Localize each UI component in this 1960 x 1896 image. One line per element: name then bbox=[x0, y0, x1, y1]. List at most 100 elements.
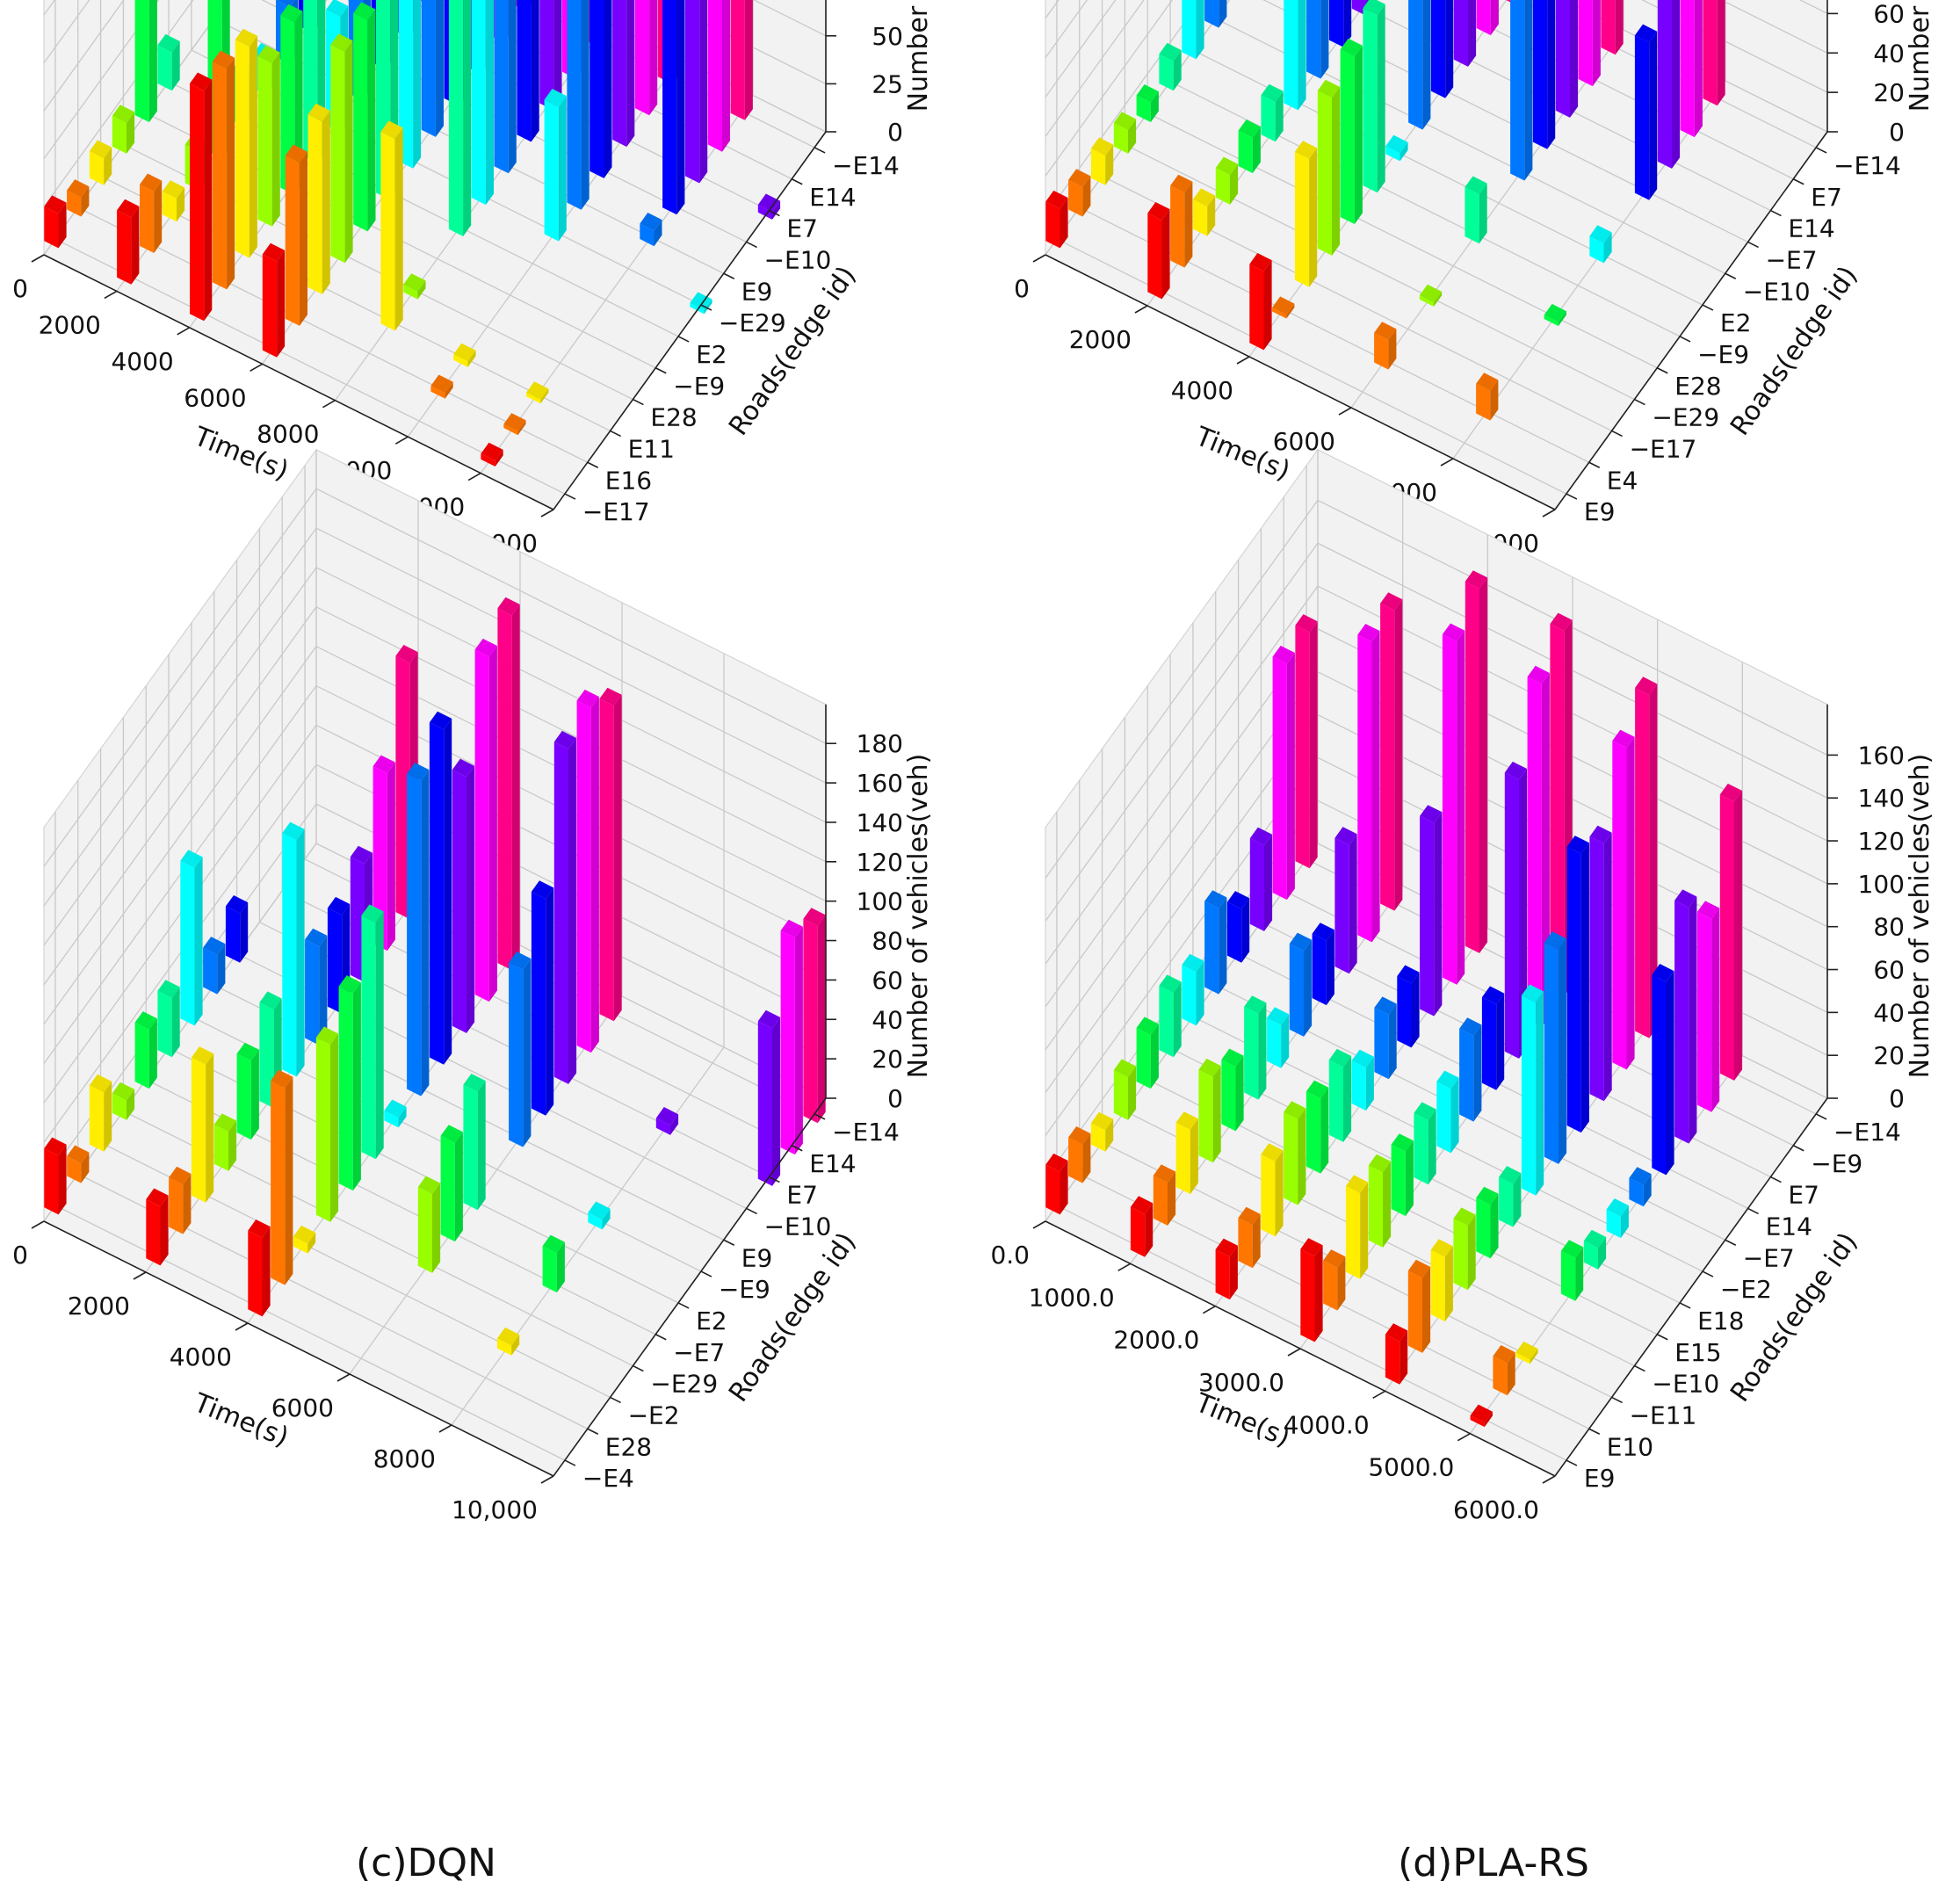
bar-side bbox=[228, 1120, 237, 1171]
bar bbox=[1459, 1028, 1474, 1122]
bar bbox=[1090, 1123, 1106, 1152]
bar-side bbox=[1445, 0, 1454, 98]
z-tick-label: 60 bbox=[872, 966, 903, 995]
bar-side bbox=[1434, 291, 1443, 307]
bar-top bbox=[89, 140, 112, 159]
bar-side bbox=[590, 697, 599, 1053]
z-tick-label: 140 bbox=[1858, 784, 1905, 813]
bar-top bbox=[1674, 889, 1697, 908]
y-tick-label: E11 bbox=[628, 434, 675, 463]
bar bbox=[315, 1037, 330, 1222]
x-tick-label: 6000.0 bbox=[1453, 1495, 1539, 1524]
bar-side bbox=[1320, 1087, 1329, 1174]
panel-caption: (d)PLA-RS bbox=[1398, 1841, 1589, 1885]
bar bbox=[448, 0, 464, 236]
bar-side bbox=[1734, 791, 1743, 1081]
bar bbox=[1430, 1249, 1445, 1322]
bar-side bbox=[171, 41, 180, 91]
y-tick-label: E15 bbox=[1674, 1338, 1721, 1367]
bar bbox=[1385, 1334, 1400, 1385]
bar-side bbox=[581, 0, 589, 210]
bar-side bbox=[296, 829, 305, 1077]
bar-side bbox=[523, 959, 532, 1147]
bar bbox=[1323, 1260, 1338, 1311]
y-tick-label: E2 bbox=[1720, 308, 1752, 337]
bar-side bbox=[1304, 939, 1313, 1037]
bar-side bbox=[1275, 1150, 1284, 1237]
bar bbox=[1453, 0, 1468, 67]
z-axis-label: Number of vehicles(veh) bbox=[1905, 754, 1935, 1079]
y-tick-label: E9 bbox=[741, 277, 773, 306]
bar-top bbox=[1226, 891, 1250, 909]
bar-side bbox=[322, 110, 330, 295]
bar bbox=[1578, 0, 1593, 87]
bar-side bbox=[1507, 1352, 1515, 1396]
bar-top bbox=[1436, 1070, 1459, 1089]
bar-side bbox=[58, 202, 67, 249]
y-tick-label: E9 bbox=[741, 1243, 773, 1272]
bar bbox=[117, 210, 132, 285]
x-tick-mark bbox=[1372, 1390, 1386, 1400]
bar-side bbox=[485, 0, 494, 206]
bar-top bbox=[440, 1125, 463, 1143]
x-tick-mark bbox=[177, 327, 191, 336]
y-tick-mark bbox=[1770, 1176, 1782, 1183]
y-tick-mark bbox=[1611, 1396, 1623, 1404]
bar-side bbox=[744, 0, 753, 120]
bar bbox=[162, 191, 177, 222]
bar-side bbox=[568, 738, 577, 1084]
bar-side bbox=[467, 350, 476, 367]
bar-top bbox=[1544, 931, 1567, 950]
grid-line bbox=[1045, 0, 1145, 137]
bar-side bbox=[1235, 1055, 1244, 1132]
z-tick-label: 120 bbox=[1858, 827, 1905, 856]
bar-top bbox=[403, 273, 426, 292]
bar-top bbox=[588, 1201, 611, 1220]
bar bbox=[1266, 1017, 1282, 1068]
bar-side bbox=[81, 186, 90, 217]
y-tick-mark bbox=[791, 178, 803, 185]
bar bbox=[1295, 625, 1310, 869]
bar bbox=[463, 1084, 478, 1211]
bar-top bbox=[361, 904, 384, 923]
bar-side bbox=[127, 1089, 135, 1120]
grid-line bbox=[54, 238, 566, 495]
bar-top bbox=[1430, 1239, 1453, 1257]
bar-side bbox=[344, 40, 353, 264]
y-tick-label: −E7 bbox=[1766, 245, 1818, 274]
bar-side bbox=[540, 388, 549, 404]
bar-side bbox=[1173, 981, 1182, 1058]
bar-top bbox=[1312, 923, 1334, 941]
bar-side bbox=[1264, 834, 1273, 931]
bar-side bbox=[1405, 1140, 1414, 1217]
bar bbox=[169, 1177, 184, 1234]
bar bbox=[1261, 1154, 1276, 1237]
bar-side bbox=[1559, 938, 1567, 1164]
bar bbox=[213, 1124, 228, 1171]
bar-top bbox=[1459, 1017, 1482, 1036]
grid-line bbox=[43, 527, 317, 907]
bar bbox=[1221, 1060, 1236, 1132]
bar-side bbox=[511, 1335, 520, 1356]
bar-side bbox=[444, 718, 452, 1065]
grid-line bbox=[1045, 0, 1174, 177]
bar-top bbox=[225, 895, 249, 914]
bar-side bbox=[148, 0, 157, 123]
bar-top bbox=[599, 687, 622, 706]
bar bbox=[1589, 836, 1604, 1102]
bar bbox=[655, 1118, 670, 1135]
bar bbox=[417, 1187, 432, 1273]
bar-side bbox=[1615, 0, 1624, 55]
x-tick-mark bbox=[1032, 254, 1046, 263]
bar-top bbox=[1629, 1167, 1652, 1185]
bar-side bbox=[1603, 832, 1612, 1102]
y-tick-label: E10 bbox=[1607, 1432, 1653, 1461]
y-tick-mark bbox=[1702, 1270, 1714, 1277]
bar-top bbox=[1334, 827, 1357, 845]
y-tick-mark bbox=[655, 1334, 667, 1341]
bar bbox=[421, 0, 436, 137]
bar-side bbox=[602, 1208, 611, 1230]
bar-top bbox=[262, 242, 286, 262]
bar bbox=[1629, 1177, 1644, 1207]
